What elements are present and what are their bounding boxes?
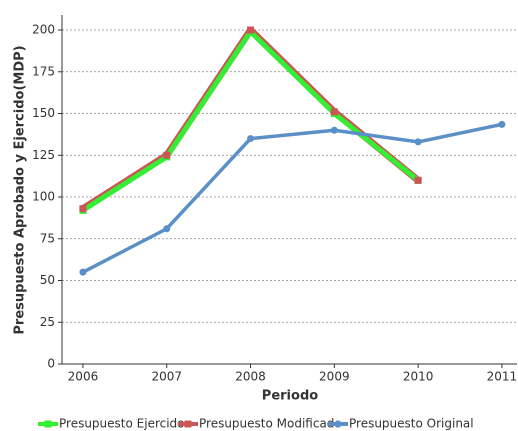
y-axis-title: Presupuesto Aprobado y Ejercido(MDP) xyxy=(13,45,28,334)
y-tick-label: 200 xyxy=(32,23,55,37)
legend-marker xyxy=(44,420,52,428)
y-tick-label: 75 xyxy=(40,231,55,245)
legend-marker xyxy=(334,420,342,428)
point xyxy=(330,108,338,116)
y-tick-label: 25 xyxy=(40,315,55,329)
legend-label: Presupuesto Modificado xyxy=(199,417,342,431)
x-tick-label: 2009 xyxy=(319,370,350,384)
x-tick-label: 2011 xyxy=(487,370,518,384)
point xyxy=(247,135,255,143)
x-tick-label: 2007 xyxy=(151,370,182,384)
y-tick-label: 0 xyxy=(47,357,55,371)
x-tick-label: 2008 xyxy=(235,370,266,384)
point xyxy=(247,26,255,34)
point xyxy=(414,176,422,184)
series-line xyxy=(82,122,503,274)
point xyxy=(163,151,171,159)
legend-label: Presupuesto Original xyxy=(349,417,474,431)
point xyxy=(414,138,422,146)
y-tick-label: 150 xyxy=(32,106,55,120)
y-tick-label: 100 xyxy=(32,190,55,204)
series-line xyxy=(81,29,420,213)
legend-label: Presupuesto Ejercido xyxy=(59,417,185,431)
y-tick-label: 50 xyxy=(40,273,55,287)
x-tick-label: 2010 xyxy=(403,370,434,384)
point xyxy=(330,126,338,134)
point xyxy=(79,205,87,213)
x-axis-title: Periodo xyxy=(262,389,318,404)
series-line xyxy=(81,26,421,212)
y-tick-label: 175 xyxy=(32,64,55,78)
point xyxy=(163,225,171,233)
point xyxy=(498,120,506,128)
y-tick-label: 125 xyxy=(32,148,55,162)
point xyxy=(79,268,87,276)
legend-marker xyxy=(184,420,192,428)
x-tick-label: 2006 xyxy=(68,370,99,384)
